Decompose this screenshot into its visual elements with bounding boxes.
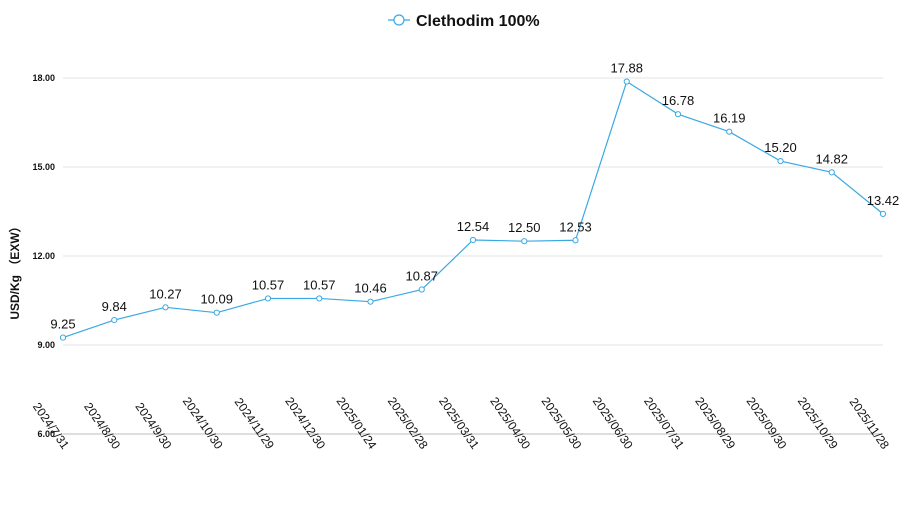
data-label: 10.27	[149, 286, 182, 301]
x-tick-label: 2024/11/29	[232, 395, 278, 452]
data-point	[521, 238, 528, 245]
y-tick-label: 15.00	[32, 162, 55, 172]
x-axis-ticks: 2024/7/31 2024/8/30 2024/9/30 2024/10/30 202…	[30, 394, 892, 451]
data-point	[674, 111, 682, 118]
y-tick-label: 12.00	[32, 251, 55, 261]
data-point	[111, 316, 118, 324]
data-label: 14.82	[815, 151, 848, 166]
data-label: 10.87	[405, 269, 438, 284]
data-point	[316, 295, 323, 302]
x-tick-label: 2025/02/28	[385, 394, 431, 451]
y-tick-label: 18.00	[32, 73, 55, 83]
data-label: 12.53	[559, 219, 592, 234]
legend: Clethodim 100%	[388, 13, 540, 30]
data-point	[418, 286, 425, 293]
data-point	[572, 237, 579, 244]
data-label: 16.19	[713, 111, 746, 126]
data-label: 16.78	[662, 93, 695, 108]
data-label: 12.54	[457, 219, 490, 234]
data-label: 10.57	[252, 277, 285, 292]
x-tick-label: 2024/10/30	[180, 394, 226, 451]
data-label: 13.42	[867, 193, 900, 208]
data-point	[469, 236, 477, 244]
data-label: 10.46	[354, 281, 387, 296]
data-label: 10.09	[200, 292, 233, 307]
x-tick-label: 2024/8/30	[81, 400, 123, 452]
x-tick-label: 2025/10/29	[795, 394, 841, 451]
data-label: 9.84	[102, 299, 127, 314]
data-point	[623, 78, 630, 85]
legend-marker	[393, 14, 405, 26]
x-tick-label: 2025/05/30	[539, 394, 585, 451]
legend-label: Clethodim 100%	[416, 13, 540, 30]
grid	[63, 77, 883, 435]
y-axis-label: USD/Kg （EXW）	[7, 220, 22, 319]
x-tick-label: 2024/12/30	[282, 394, 328, 451]
data-point	[213, 309, 220, 316]
data-point	[264, 295, 272, 302]
data-label: 15.20	[764, 140, 797, 155]
x-tick-label: 2025/07/31	[641, 394, 687, 451]
x-tick-label: 2024/9/30	[132, 400, 174, 452]
x-tick-label: 2025/03/31	[436, 394, 482, 451]
x-tick-label: 2025/01/24	[334, 394, 380, 451]
x-tick-label: 2025/06/30	[590, 394, 636, 451]
data-point	[879, 210, 887, 217]
y-tick-label: 9.00	[37, 340, 55, 350]
data-point	[59, 334, 67, 341]
x-tick-label: 2025/09/30	[744, 394, 790, 451]
x-tick-label: 2025/04/30	[487, 394, 533, 451]
data-point	[726, 128, 733, 135]
data-label: 10.57	[303, 277, 336, 292]
data-label: 12.50	[508, 220, 541, 235]
x-tick-label: 2025/11/28	[847, 395, 893, 452]
data-label: 9.25	[50, 317, 75, 332]
y-tick-label: 6.00	[37, 429, 55, 439]
y-axis-ticks: 6.00 9.00 12.00 15.00 18.00	[32, 73, 55, 439]
data-labels: 9.25 9.84 10.27 10.09 10.57 10.57 10.46 10.87 12…	[50, 61, 899, 332]
series-clethodim	[59, 78, 887, 341]
data-label: 17.88	[610, 61, 643, 76]
x-tick-label: 2025/08/29	[692, 394, 738, 451]
data-point	[162, 304, 169, 311]
data-point	[777, 157, 784, 165]
x-tick-label: 2024/7/31	[30, 400, 72, 452]
data-point	[828, 169, 835, 176]
data-point	[367, 298, 374, 305]
series-line	[62, 80, 884, 339]
